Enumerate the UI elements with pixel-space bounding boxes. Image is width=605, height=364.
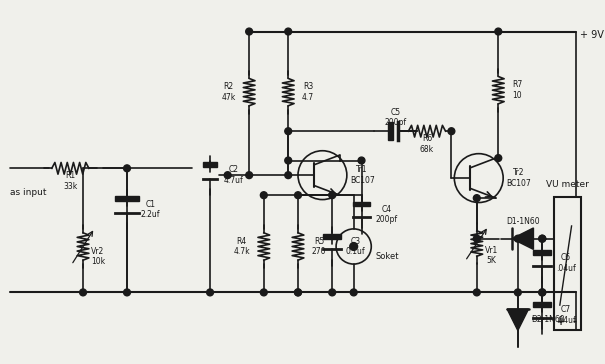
Text: C2
4.7uf: C2 4.7uf xyxy=(224,166,243,185)
Circle shape xyxy=(539,289,546,296)
Circle shape xyxy=(123,289,131,296)
Text: R6
68k: R6 68k xyxy=(420,134,434,154)
Text: R1
33k: R1 33k xyxy=(63,171,77,191)
Text: C7
.04uf: C7 .04uf xyxy=(556,305,576,325)
Text: R3
4.7: R3 4.7 xyxy=(302,82,314,102)
Circle shape xyxy=(495,28,502,35)
Text: C5
200pf: C5 200pf xyxy=(385,108,407,127)
Circle shape xyxy=(295,289,301,296)
Bar xyxy=(324,234,341,239)
Text: R4
4.7k: R4 4.7k xyxy=(234,237,250,256)
Text: Soket: Soket xyxy=(375,252,399,261)
Circle shape xyxy=(514,235,522,242)
Text: R7
10: R7 10 xyxy=(512,80,522,100)
Circle shape xyxy=(207,289,214,296)
Bar xyxy=(554,197,581,329)
Circle shape xyxy=(285,172,292,179)
Bar xyxy=(203,162,217,167)
Circle shape xyxy=(473,195,480,202)
Bar xyxy=(534,302,551,307)
Text: D2-1N60: D2-1N60 xyxy=(532,315,565,324)
Circle shape xyxy=(350,289,357,296)
Circle shape xyxy=(539,235,546,242)
Circle shape xyxy=(329,289,336,296)
Circle shape xyxy=(495,155,502,162)
Circle shape xyxy=(246,28,252,35)
Text: R2
47k: R2 47k xyxy=(221,82,235,102)
Text: Vr1
5K: Vr1 5K xyxy=(485,246,498,265)
Circle shape xyxy=(123,165,131,172)
Circle shape xyxy=(285,28,292,35)
Circle shape xyxy=(295,289,301,296)
Circle shape xyxy=(329,192,336,199)
Circle shape xyxy=(539,235,546,242)
Circle shape xyxy=(350,242,358,250)
Circle shape xyxy=(514,289,522,296)
Text: VU meter: VU meter xyxy=(546,180,589,189)
Text: D1-1N60: D1-1N60 xyxy=(506,217,540,226)
Text: Vr2
10k: Vr2 10k xyxy=(91,246,105,266)
Circle shape xyxy=(224,172,231,179)
Polygon shape xyxy=(507,309,529,331)
Text: C3
0.1uf: C3 0.1uf xyxy=(346,237,365,256)
Circle shape xyxy=(285,157,292,164)
Bar xyxy=(534,250,551,255)
Text: Tr2
BC107: Tr2 BC107 xyxy=(506,169,531,188)
Circle shape xyxy=(246,172,252,179)
Text: +: + xyxy=(557,317,565,327)
Text: C4
200pf: C4 200pf xyxy=(375,205,397,224)
Bar xyxy=(353,202,370,206)
Polygon shape xyxy=(512,228,534,249)
Bar xyxy=(388,122,393,140)
Circle shape xyxy=(80,289,87,296)
Circle shape xyxy=(295,192,301,199)
Circle shape xyxy=(358,157,365,164)
Text: R5
270: R5 270 xyxy=(312,237,326,256)
Circle shape xyxy=(473,289,480,296)
Text: C6
.04uf: C6 .04uf xyxy=(556,253,576,273)
Circle shape xyxy=(473,235,480,242)
Text: Tr1
BC107: Tr1 BC107 xyxy=(350,166,374,185)
Circle shape xyxy=(260,192,267,199)
Circle shape xyxy=(285,128,292,135)
Circle shape xyxy=(448,128,455,135)
Circle shape xyxy=(260,289,267,296)
Text: + 9V: + 9V xyxy=(580,29,604,40)
Bar xyxy=(116,196,139,201)
Text: as input: as input xyxy=(10,188,46,197)
Text: -: - xyxy=(572,317,577,327)
Text: C1
2.2uf: C1 2.2uf xyxy=(141,200,160,219)
Circle shape xyxy=(539,289,546,296)
